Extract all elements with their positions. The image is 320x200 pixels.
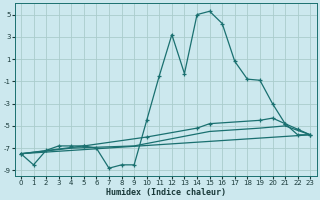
X-axis label: Humidex (Indice chaleur): Humidex (Indice chaleur) <box>106 188 226 197</box>
